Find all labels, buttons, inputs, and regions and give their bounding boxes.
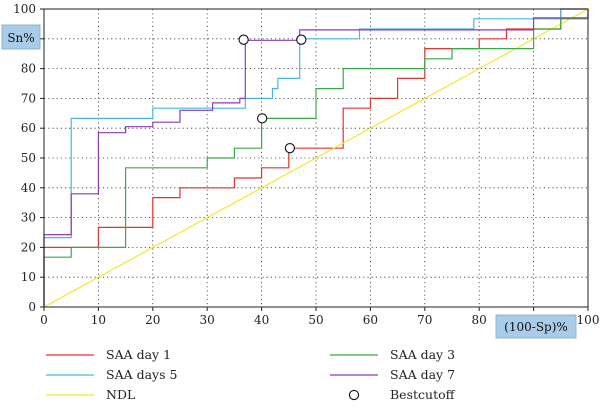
legend-label: NDL: [106, 387, 135, 402]
x-tick-label: 60: [363, 313, 378, 327]
series-line-saa-days-5: [43, 8, 588, 307]
x-axis-label: (100-Sp)%: [504, 320, 568, 334]
x-tick-label: 40: [254, 313, 269, 327]
legend-label: SAA day 1: [106, 347, 171, 362]
legend-label: SAA day 3: [390, 347, 455, 362]
y-axis-label: Sn%: [7, 31, 34, 45]
y-tick-label: 70: [21, 91, 36, 105]
grid-lines: [44, 9, 588, 307]
bestcutoff-marker: [256, 113, 268, 124]
x-tick-label: 0: [40, 313, 48, 327]
y-tick-label: 10: [21, 270, 36, 284]
y-tick-label: 60: [21, 121, 36, 135]
legend-label: SAA days 5: [106, 367, 177, 382]
x-tick-label: 30: [200, 313, 215, 327]
y-tick-label: 80: [21, 62, 36, 76]
legend-label: SAA day 7: [390, 367, 455, 382]
y-tick-label: 100: [13, 2, 36, 16]
x-tick-label: 80: [472, 313, 487, 327]
y-tick-label: 40: [21, 181, 36, 195]
bestcutoff-marker: [284, 143, 296, 154]
legend-label: Bestcutoff: [390, 387, 456, 402]
y-tick-label: 50: [21, 151, 36, 165]
series-line-saa-day-3: [43, 9, 589, 307]
series-line-saa-day-7: [43, 9, 589, 307]
y-tick-label: 0: [28, 300, 36, 314]
bestcutoff-marker: [238, 34, 249, 45]
x-tick-label: 20: [145, 313, 160, 327]
bestcutoff-marker: [296, 34, 307, 45]
x-tick-label: 70: [417, 313, 432, 327]
y-tick-label: 30: [21, 211, 36, 225]
y-axis-label-box: [1, 24, 41, 50]
x-tick-label: 100: [577, 313, 600, 327]
legend-marker-bestcutoff: [348, 389, 360, 401]
x-tick-label: 50: [308, 313, 323, 327]
x-axis-label-box: [495, 314, 577, 339]
series-line-saa-day-1: [43, 8, 588, 307]
x-tick-label: 10: [91, 313, 106, 327]
legend: SAA day 1 SAA day 3 SAA days 5 SAA day 7 NDL…: [46, 347, 456, 402]
y-tick-label: 20: [21, 240, 36, 254]
series-line-ndl: [43, 8, 589, 308]
